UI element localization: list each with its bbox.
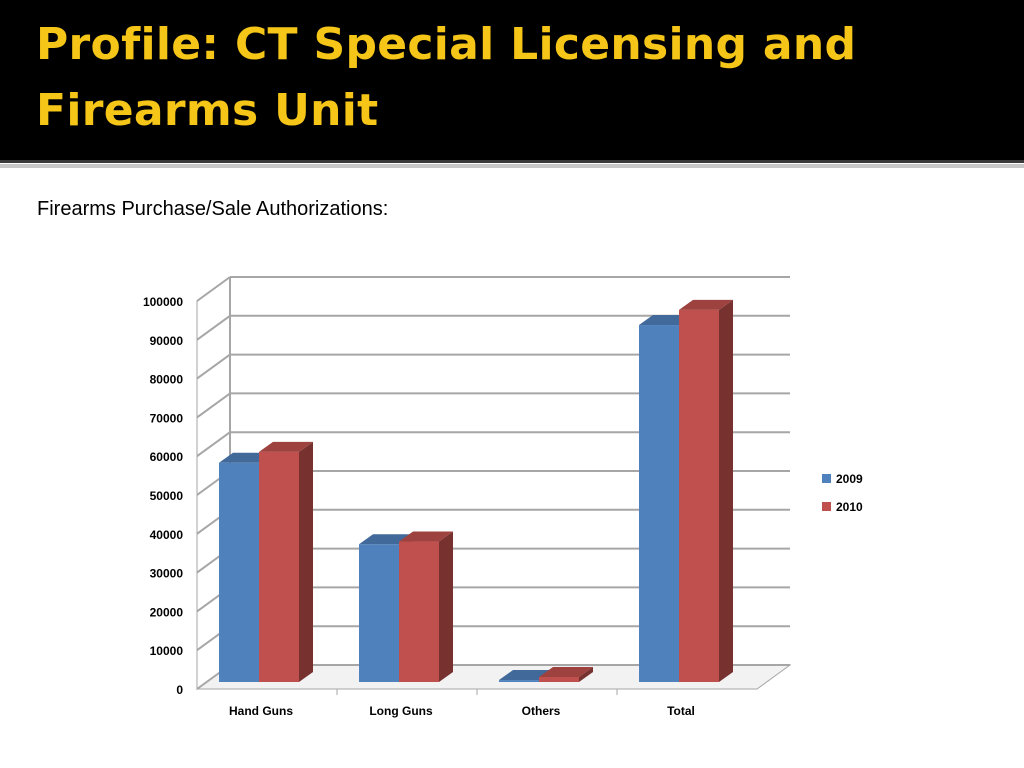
x-tick-label: Long Guns bbox=[369, 704, 433, 718]
legend-swatch-2010 bbox=[822, 502, 831, 511]
bar-front bbox=[639, 325, 679, 682]
x-tick-label: Total bbox=[667, 704, 695, 718]
y-tick-label: 80000 bbox=[150, 373, 184, 387]
legend-label-2009: 2009 bbox=[836, 472, 863, 486]
bar-front bbox=[499, 680, 539, 682]
legend-label-2010: 2010 bbox=[836, 500, 863, 514]
bar-top bbox=[259, 441, 313, 452]
bar-side bbox=[579, 666, 593, 682]
bar-front bbox=[539, 676, 579, 682]
y-tick-label: 20000 bbox=[150, 605, 184, 619]
bar-side bbox=[719, 299, 733, 682]
gridline-side bbox=[196, 392, 231, 419]
bar-front bbox=[679, 309, 719, 682]
bar-2010-hand-guns bbox=[259, 441, 313, 682]
bar-2010-others bbox=[539, 666, 593, 682]
bar-2010-total bbox=[679, 299, 733, 682]
bar-front bbox=[399, 541, 439, 682]
y-tick-label: 0 bbox=[176, 683, 183, 697]
bar-front bbox=[219, 462, 259, 682]
slide-title: Profile: CT Special Licensing and Firear… bbox=[36, 19, 857, 136]
x-tick-label: Hand Guns bbox=[229, 704, 293, 718]
title-band: Profile: CT Special Licensing and Firear… bbox=[0, 0, 1024, 160]
y-tick-label: 100000 bbox=[143, 295, 183, 309]
y-tick-label: 40000 bbox=[150, 528, 184, 542]
title-divider-dark bbox=[0, 160, 1024, 163]
x-tick-label: Others bbox=[522, 704, 561, 718]
bar-side bbox=[439, 531, 453, 682]
gridline-side bbox=[196, 431, 231, 458]
bar-top bbox=[679, 299, 733, 310]
y-tick-label: 70000 bbox=[150, 411, 184, 425]
slide-subtitle: Firearms Purchase/Sale Authorizations: bbox=[37, 198, 389, 220]
y-tick-label: 90000 bbox=[150, 334, 184, 348]
gridline-side bbox=[196, 353, 231, 380]
legend-swatch-2009 bbox=[822, 474, 831, 483]
y-tick-label: 10000 bbox=[150, 644, 184, 658]
y-tick-label: 50000 bbox=[150, 489, 184, 503]
bar-top bbox=[539, 666, 593, 677]
bar-side bbox=[299, 441, 313, 682]
bar-front bbox=[359, 544, 399, 682]
gridline-side bbox=[196, 314, 231, 341]
bar-2010-long-guns bbox=[399, 531, 453, 682]
bar-front bbox=[259, 451, 299, 682]
title-divider-light bbox=[0, 164, 1024, 168]
bar-top bbox=[399, 531, 453, 542]
y-tick-label: 30000 bbox=[150, 567, 184, 581]
y-tick-label: 60000 bbox=[150, 450, 184, 464]
gridline-side bbox=[196, 276, 231, 302]
